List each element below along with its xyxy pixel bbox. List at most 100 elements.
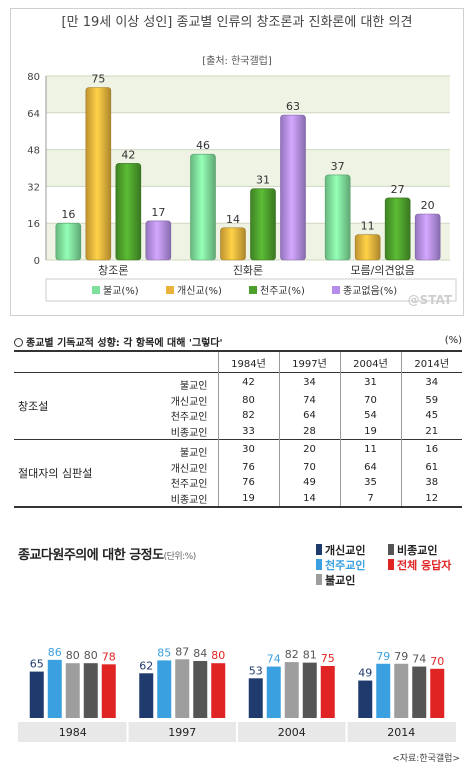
table-cell: 42 (218, 372, 280, 393)
legend-swatch (388, 559, 394, 570)
table-cell: 14 (279, 490, 341, 507)
table-cell: 70 (340, 392, 402, 409)
data-label: 79 (394, 650, 408, 663)
chart3-source: <자료:한국갤럽> (392, 754, 460, 764)
table-cell: 7 (340, 490, 402, 507)
data-table: 1984년 1997년 2004년 2014년 창조설 불교인 42 34 31 34 개신… (14, 350, 462, 508)
table-cell: 31 (340, 372, 402, 393)
table-cell: 80 (218, 392, 280, 409)
table-cell: 20 (279, 439, 341, 460)
row-label: 비종교인 (94, 490, 219, 507)
legend-swatch (388, 544, 394, 555)
table-cell: 33 (218, 423, 280, 440)
legend-label: 비종교인 (397, 544, 438, 557)
legend-label: 종교없음(%) (343, 284, 397, 297)
table-cell: 61 (425, 461, 439, 473)
bar (394, 663, 409, 718)
legend-swatch (166, 286, 174, 294)
table-row: 개신교인 76 70 64 61 (14, 459, 462, 476)
data-label: 70 (430, 655, 444, 668)
legend-label: 천주교인 (325, 559, 366, 572)
y-tick-label: 16 (27, 219, 40, 230)
data-label: 17 (151, 206, 165, 219)
data-label: 81 (303, 649, 317, 662)
bar (324, 174, 351, 261)
x-tick-label: 1997 (168, 726, 196, 739)
data-label: 53 (249, 664, 263, 677)
table-row: 개신교인 80 74 70 59 (14, 392, 462, 409)
table-cell: 34 (425, 377, 439, 389)
table-row: 천주교인 76 49 35 38 (14, 475, 462, 491)
data-label: 84 (193, 647, 207, 660)
legend-item: 천주교인 (316, 558, 365, 573)
legend-swatch (316, 559, 322, 570)
data-label: 80 (84, 649, 98, 662)
data-label: 87 (175, 645, 189, 658)
bar (220, 227, 246, 261)
table-unit: (%) (444, 335, 462, 346)
data-label: 62 (139, 659, 153, 672)
table-cell: 64 (279, 408, 341, 424)
table-cell: 82 (218, 408, 280, 424)
legend-label: 개신교(%) (177, 285, 222, 297)
x-tick-label: 2014 (387, 726, 415, 739)
data-label: 46 (196, 139, 210, 152)
circle-bullet-icon (14, 338, 23, 347)
x-tick-label: 진화론 (233, 264, 263, 277)
bar (175, 659, 190, 718)
col-header: 2004년 (340, 351, 402, 373)
data-label: 42 (121, 148, 135, 161)
data-label: 31 (256, 174, 270, 187)
group-label: 절대자의 심판설 (18, 467, 93, 480)
bar (65, 663, 80, 718)
group-label: 창조설 (18, 400, 49, 413)
x-tick-label: 모름/의견없음 (350, 264, 414, 277)
legend-label: 개신교인 (325, 544, 366, 557)
row-label: 개신교인 (94, 392, 219, 409)
table-title: 종교별 기독교적 성향: 각 항목에 대해 '그렇다' (14, 334, 223, 349)
col-header: 1984년 (218, 351, 280, 373)
x-tick-label: 창조론 (98, 264, 128, 277)
table-cell: 49 (279, 475, 341, 491)
data-label: 80 (211, 649, 225, 662)
bar (47, 659, 62, 718)
bar (284, 662, 299, 718)
bar (83, 663, 98, 718)
bar (384, 197, 411, 261)
table-cell: 28 (279, 423, 341, 440)
legend-swatch (332, 286, 340, 294)
table-cell: 21 (425, 425, 439, 437)
data-label: 80 (66, 649, 80, 662)
grid-band (46, 76, 450, 113)
bar (101, 664, 116, 718)
x-tick-label: 2004 (278, 726, 306, 739)
table-cell: 54 (340, 408, 402, 424)
table-header-row: 1984년 1997년 2004년 2014년 (14, 351, 462, 373)
data-label: 14 (226, 213, 240, 226)
table-cell: 64 (340, 459, 402, 476)
chart1-title: [만 19세 이상 성인] 종교별 인류의 창조론과 진화론에 대한 의견 (61, 15, 413, 30)
data-label: 16 (61, 208, 75, 221)
bar (115, 163, 142, 261)
bar (85, 87, 112, 261)
table-cell: 34 (279, 372, 341, 393)
table-row: 창조설 불교인 42 34 31 34 (14, 372, 462, 413)
legend-item: 개신교인 (316, 543, 365, 558)
grid-band (46, 149, 450, 187)
bar (29, 671, 44, 718)
bar (302, 662, 317, 718)
data-label: 79 (376, 650, 390, 663)
legend-label: 불교인 (325, 574, 356, 587)
chart3-unit: (단위:%) (163, 552, 197, 562)
legend-label: 불교(%) (103, 285, 139, 297)
table-cell: 74 (279, 392, 341, 409)
data-label: 49 (358, 667, 372, 680)
bar (376, 663, 391, 718)
data-label: 74 (412, 653, 426, 666)
table-row: 비종교인 33 28 19 21 (14, 423, 462, 440)
table-cell: 30 (218, 439, 280, 460)
data-label: 74 (267, 653, 281, 666)
table-cell: 19 (218, 490, 280, 507)
col-header: 1997년 (279, 351, 341, 373)
data-label: 78 (102, 650, 116, 663)
